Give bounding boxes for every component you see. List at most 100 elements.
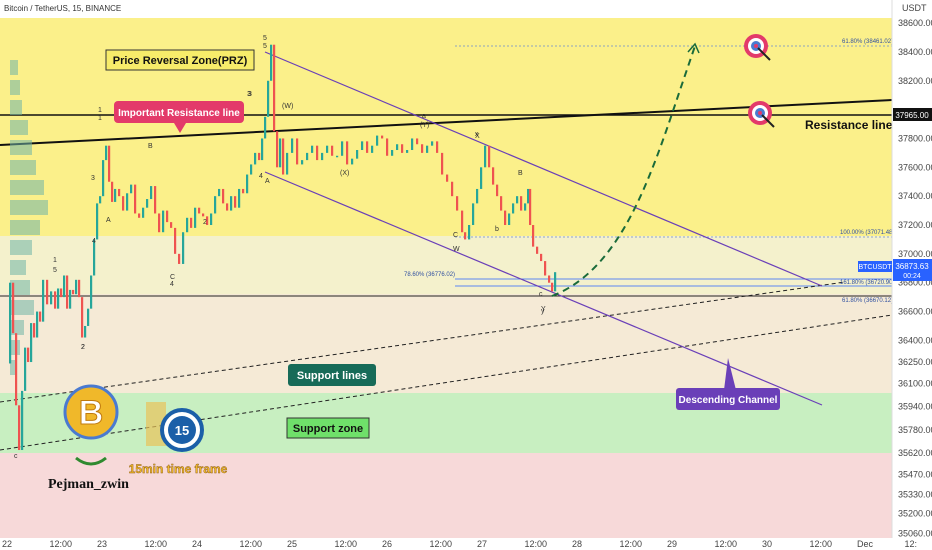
candle bbox=[102, 160, 105, 197]
candle bbox=[93, 239, 96, 276]
x-tick-label: 12:00 bbox=[715, 539, 738, 549]
y-tick-label: 38600.00 bbox=[898, 18, 932, 28]
svg-text:00:24: 00:24 bbox=[903, 273, 921, 280]
svg-text:36873.63: 36873.63 bbox=[895, 262, 929, 271]
candle bbox=[456, 196, 459, 211]
volume-profile-bar bbox=[10, 100, 22, 115]
volume-profile-bar bbox=[10, 200, 48, 215]
wave-label: 2 bbox=[81, 344, 85, 351]
candle bbox=[162, 210, 165, 233]
candle bbox=[105, 145, 108, 161]
candle bbox=[431, 141, 434, 146]
volume-profile-bar bbox=[10, 280, 30, 295]
wave-label: 4 bbox=[170, 281, 174, 288]
x-tick-label: 27 bbox=[477, 539, 487, 549]
candle bbox=[63, 275, 66, 298]
candle bbox=[406, 150, 409, 153]
chart-title: Bitcoin / TetherUS, 15, BINANCE bbox=[4, 4, 121, 13]
y-tick-label: 37800.00 bbox=[898, 133, 932, 143]
x-tick-label: 12:00 bbox=[430, 539, 453, 549]
candle bbox=[451, 181, 454, 197]
candle bbox=[96, 203, 99, 240]
candle bbox=[336, 155, 339, 158]
x-tick-label: 24 bbox=[192, 539, 202, 549]
x-tick-label: 12:00 bbox=[50, 539, 73, 549]
x-tick-label: 26 bbox=[382, 539, 392, 549]
candle bbox=[138, 213, 141, 218]
candle bbox=[24, 347, 27, 391]
wave-label: C bbox=[453, 232, 458, 239]
candle bbox=[551, 282, 554, 292]
candle bbox=[366, 141, 369, 153]
volume-profile-bar bbox=[10, 180, 44, 195]
y-tick-label: 35620.00 bbox=[898, 448, 932, 458]
candle bbox=[512, 203, 515, 214]
candle bbox=[54, 291, 57, 309]
candle bbox=[202, 213, 205, 217]
candle bbox=[87, 308, 90, 326]
candle bbox=[246, 174, 249, 194]
candle bbox=[150, 186, 153, 200]
candle bbox=[36, 311, 39, 338]
candle bbox=[461, 210, 464, 233]
volume-profile-bar bbox=[10, 120, 28, 135]
volume-profile-bar bbox=[10, 360, 16, 375]
candle bbox=[554, 272, 557, 292]
fib-labels: 61.80% (38461.02) 100.00% (37071.48) 78.… bbox=[404, 39, 894, 304]
candle bbox=[69, 289, 72, 309]
x-tick-label: 30 bbox=[762, 539, 772, 549]
wave-label: (X) bbox=[340, 170, 349, 177]
y-tick-label: 36800.00 bbox=[898, 278, 932, 288]
important-resistance-line[interactable] bbox=[0, 99, 893, 146]
candle bbox=[27, 347, 30, 363]
volume-profile-bar bbox=[10, 160, 36, 175]
candle bbox=[488, 145, 491, 168]
wave-label: 5 bbox=[53, 267, 57, 274]
fib-label: 61.80% (38461.02) bbox=[842, 39, 893, 45]
time-axis[interactable] bbox=[0, 538, 932, 550]
y-tick-label: 35470.00 bbox=[898, 470, 932, 480]
candle bbox=[331, 145, 334, 156]
candle bbox=[356, 150, 359, 159]
candle bbox=[174, 227, 177, 254]
candle bbox=[311, 145, 314, 153]
wave-label: 3 bbox=[91, 175, 95, 182]
wave-label: A bbox=[265, 178, 270, 185]
candle bbox=[468, 225, 471, 240]
candle bbox=[396, 144, 399, 151]
candle bbox=[464, 232, 467, 240]
y-tick-label: 37600.00 bbox=[898, 162, 932, 172]
candle bbox=[527, 188, 530, 204]
x-tick-label: 12: bbox=[905, 539, 918, 549]
wave-label: y bbox=[541, 308, 545, 315]
volume-profile-bar bbox=[10, 60, 18, 75]
candle bbox=[57, 288, 60, 309]
resistance-zone bbox=[0, 236, 892, 294]
wave-label: 4 bbox=[259, 173, 263, 180]
candle bbox=[194, 207, 197, 228]
y-tick-label: 35200.00 bbox=[898, 508, 932, 518]
target-icon bbox=[744, 34, 771, 61]
candle bbox=[134, 184, 137, 214]
candle bbox=[540, 253, 543, 262]
candle bbox=[81, 297, 84, 338]
candle bbox=[15, 333, 18, 406]
candle bbox=[72, 289, 75, 295]
candle bbox=[436, 141, 439, 153]
volume-profile-bar bbox=[10, 140, 32, 155]
x-tick-label: 25 bbox=[287, 539, 297, 549]
candle bbox=[391, 150, 394, 156]
fib-label: 78.60% (36776.02) bbox=[404, 272, 455, 278]
candle bbox=[306, 152, 309, 161]
wave-label: a bbox=[422, 113, 426, 120]
candle bbox=[476, 188, 479, 204]
candle bbox=[234, 196, 237, 208]
candle bbox=[114, 188, 117, 202]
wave-label: C bbox=[170, 274, 175, 281]
target-icon bbox=[748, 101, 775, 128]
candle bbox=[529, 188, 532, 226]
wave-label: (Y) bbox=[420, 122, 429, 129]
candle bbox=[532, 225, 535, 247]
candle bbox=[346, 141, 349, 165]
